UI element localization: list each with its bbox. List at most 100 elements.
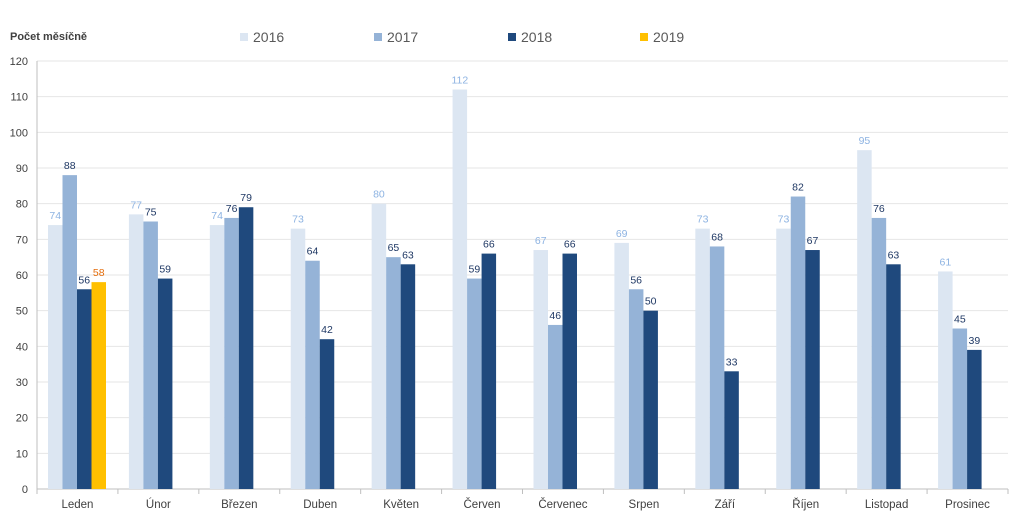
bar-2018: [724, 371, 739, 489]
y-tick-label: 50: [16, 306, 28, 318]
data-label-2018: 66: [483, 239, 495, 251]
bar-2016: [857, 150, 872, 489]
bar-2018: [400, 264, 416, 489]
bar-2017: [628, 289, 644, 489]
bar-2016: [776, 228, 791, 489]
data-label-2017: 68: [711, 231, 723, 243]
bar-2017: [709, 246, 725, 489]
x-tick-label: Listopad: [865, 499, 908, 511]
data-label-2017: 45: [954, 314, 966, 326]
bar-2016: [48, 225, 63, 490]
y-tick-label: 0: [22, 484, 28, 496]
x-tick-label: Říjen: [792, 498, 819, 511]
data-label-2016: 112: [451, 75, 468, 87]
bar-2016: [209, 225, 225, 490]
x-tick-label: Duben: [303, 499, 337, 511]
bar-2018: [805, 250, 820, 489]
data-label-2016: 74: [211, 210, 223, 222]
legend: 2016 2017 2018 2019: [0, 29, 1024, 47]
data-label-2016: 73: [697, 214, 709, 226]
y-tick-label: 80: [16, 199, 28, 211]
y-tick-label: 30: [16, 377, 28, 389]
y-tick-label: 90: [16, 163, 28, 175]
y-axis-title: Počet měsíčně: [10, 31, 88, 43]
data-label-2017: 56: [630, 274, 642, 286]
data-label-2017: 75: [145, 207, 157, 219]
legend-item-2016: 2016: [240, 29, 284, 45]
bar-2017: [224, 217, 239, 489]
data-label-2018: 39: [968, 335, 980, 347]
data-label-2017: 59: [468, 264, 480, 276]
bar-2016: [371, 203, 387, 489]
x-tick-label: Leden: [61, 499, 93, 511]
data-label-2017: 65: [388, 242, 400, 254]
bar-2018: [481, 253, 497, 489]
data-label-2016: 74: [49, 210, 61, 222]
bar-2016: [533, 250, 548, 489]
bar-2016: [452, 89, 468, 490]
legend-label-2018: 2018: [521, 29, 553, 45]
data-label-2016: 73: [292, 214, 304, 226]
x-tick-label: Prosinec: [945, 499, 990, 511]
bar-2017: [467, 278, 482, 489]
legend-swatch-2019: [640, 33, 648, 41]
bar-2017: [305, 260, 320, 489]
data-label-2016: 61: [939, 256, 951, 268]
bar-2017: [62, 175, 77, 489]
data-label-2018: 63: [888, 249, 900, 261]
data-label-2018: 67: [807, 235, 819, 247]
data-label-2017: 64: [307, 246, 319, 258]
legend-label-2016: 2016: [253, 29, 285, 45]
bar-2016: [614, 242, 629, 489]
bar-2016: [938, 271, 953, 489]
legend-item-2018: 2018: [508, 29, 552, 45]
y-tick-label: 70: [16, 234, 28, 246]
data-label-2016: 77: [130, 199, 142, 211]
x-tick-label: Září: [715, 499, 736, 511]
data-label-2018: 33: [726, 356, 738, 368]
bar-2018: [886, 264, 901, 489]
legend-label-2017: 2017: [387, 29, 419, 45]
bar-2016: [290, 228, 306, 489]
x-tick-label: Červen: [464, 498, 501, 511]
bar-2018: [967, 349, 982, 489]
legend-item-2019: 2019: [640, 29, 684, 45]
data-label-2017: 76: [226, 203, 238, 215]
bar-2018: [562, 253, 577, 489]
legend-item-2017: 2017: [374, 29, 418, 45]
data-label-2018: 79: [240, 192, 252, 204]
x-tick-label: Květen: [383, 499, 419, 511]
bar-2016: [128, 214, 144, 489]
data-label-2017: 76: [873, 203, 885, 215]
bar-2017: [386, 257, 401, 489]
data-label-2018: 56: [78, 274, 90, 286]
data-label-2016: 80: [373, 189, 385, 201]
data-label-2019: 58: [93, 267, 105, 279]
bar-2017: [548, 324, 563, 489]
data-label-2018: 42: [321, 324, 333, 336]
bar-2017: [143, 221, 158, 489]
bar-2018: [238, 207, 254, 489]
data-label-2017: 46: [549, 310, 561, 322]
bar-2019: [91, 282, 106, 489]
y-tick-label: 20: [16, 413, 28, 425]
y-tick-label: 100: [10, 127, 28, 139]
legend-swatch-2016: [240, 33, 248, 41]
data-label-2016: 95: [859, 135, 871, 147]
data-label-2018: 59: [159, 264, 171, 276]
bar-2017: [952, 328, 968, 489]
y-tick-label: 120: [10, 56, 28, 68]
bar-2018: [643, 310, 658, 489]
bar-2018: [319, 339, 335, 489]
bar-2017: [790, 196, 806, 490]
legend-swatch-2017: [374, 33, 382, 41]
data-label-2016: 67: [535, 235, 547, 247]
bar-2018: [157, 278, 173, 489]
y-tick-label: 60: [16, 270, 28, 282]
data-label-2017: 82: [792, 182, 804, 194]
x-tick-label: Srpen: [629, 499, 660, 511]
data-label-2016: 73: [778, 214, 790, 226]
y-tick-label: 10: [16, 448, 28, 460]
data-label-2018: 63: [402, 249, 414, 261]
